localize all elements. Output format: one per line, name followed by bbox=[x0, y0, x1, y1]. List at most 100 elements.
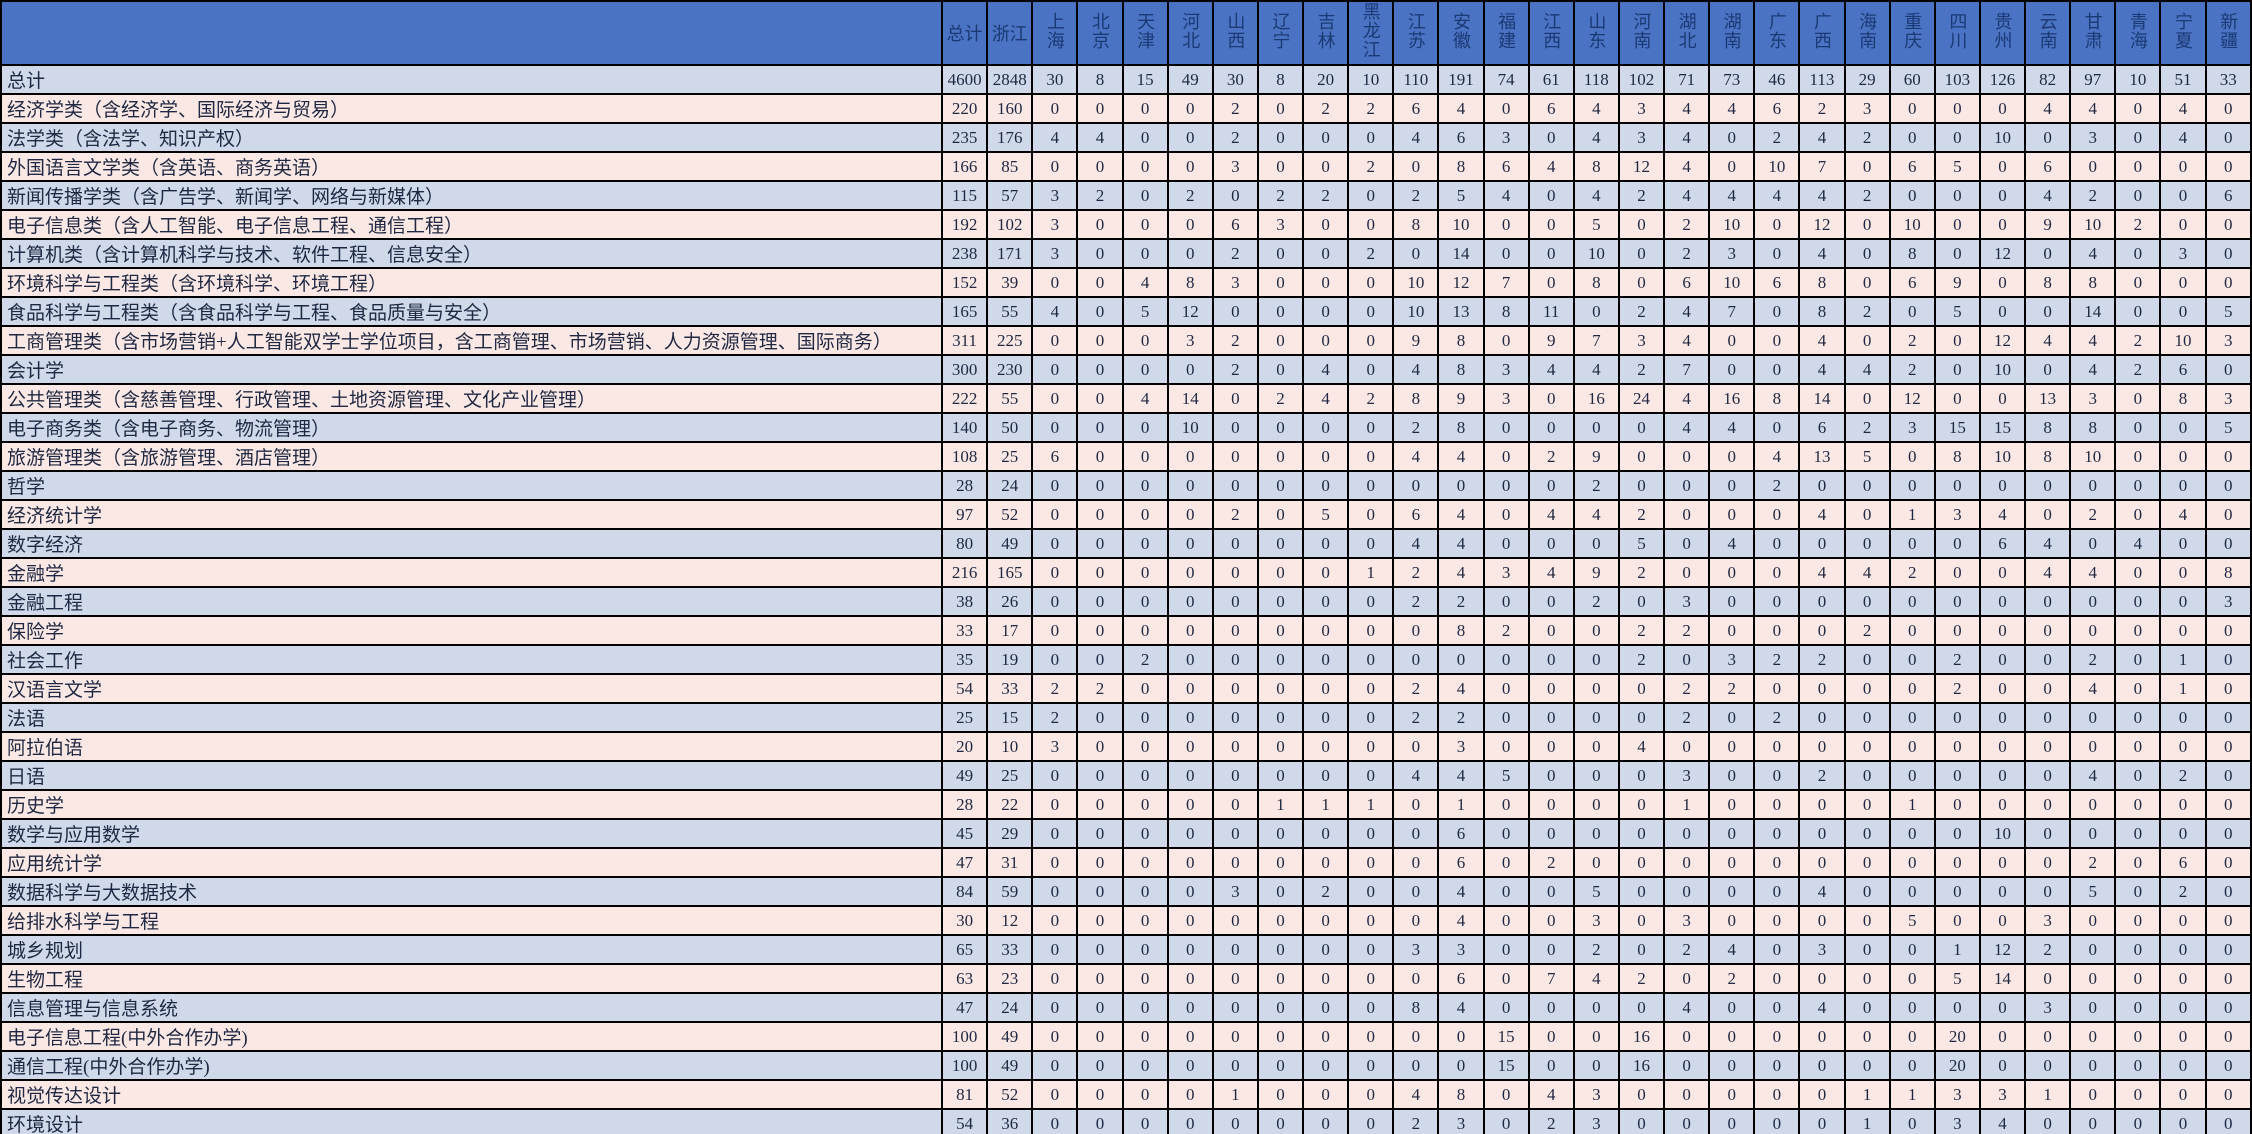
value-cell: 0 bbox=[1076, 586, 1124, 617]
value-cell: 0 bbox=[1121, 151, 1169, 182]
value-cell: 0 bbox=[1798, 615, 1846, 646]
value-cell: 0 bbox=[1347, 992, 1395, 1023]
value-cell: 3 bbox=[2204, 586, 2252, 617]
value-cell: 126 bbox=[1978, 64, 2027, 95]
value-cell: 52 bbox=[986, 499, 1034, 530]
value-cell: 0 bbox=[2159, 180, 2207, 211]
value-cell: 0 bbox=[1256, 615, 1305, 646]
value-cell: 0 bbox=[1392, 963, 1440, 994]
value-cell: 0 bbox=[1031, 934, 1079, 965]
value-cell: 3 bbox=[1482, 354, 1530, 385]
value-cell: 0 bbox=[1888, 731, 1936, 762]
value-cell: 9 bbox=[1572, 557, 1620, 588]
value-cell: 5 bbox=[1572, 209, 1620, 240]
value-cell: 0 bbox=[2023, 644, 2072, 675]
value-cell: 2 bbox=[1437, 586, 1485, 617]
value-cell: 0 bbox=[2114, 905, 2162, 936]
value-cell: 0 bbox=[1933, 702, 1981, 733]
value-cell: 3 bbox=[1843, 93, 1891, 124]
value-cell: 8 bbox=[1572, 151, 1620, 182]
value-cell: 0 bbox=[1662, 644, 1711, 675]
value-cell: 0 bbox=[1076, 818, 1124, 849]
value-cell: 0 bbox=[1121, 847, 1169, 878]
value-cell: 0 bbox=[1211, 586, 1259, 617]
value-cell: 0 bbox=[1437, 1050, 1485, 1081]
value-cell: 0 bbox=[2204, 731, 2252, 762]
value-cell: 2 bbox=[1753, 644, 1801, 675]
value-cell: 0 bbox=[1708, 876, 1756, 907]
value-cell: 0 bbox=[2159, 1021, 2207, 1052]
value-cell: 0 bbox=[1482, 673, 1530, 704]
value-cell: 0 bbox=[1347, 615, 1395, 646]
value-cell: 0 bbox=[1347, 876, 1395, 907]
value-cell: 0 bbox=[1076, 1079, 1124, 1110]
value-cell: 14 bbox=[1437, 238, 1485, 269]
value-cell: 3 bbox=[2023, 992, 2072, 1023]
value-cell: 0 bbox=[1211, 934, 1259, 965]
value-cell: 0 bbox=[2069, 818, 2117, 849]
value-cell: 0 bbox=[1933, 760, 1981, 791]
value-cell: 0 bbox=[1076, 731, 1124, 762]
value-cell: 192 bbox=[940, 209, 989, 240]
value-cell: 0 bbox=[1076, 847, 1124, 878]
value-cell: 0 bbox=[1617, 760, 1666, 791]
value-cell: 0 bbox=[2023, 296, 2072, 327]
value-cell: 2 bbox=[1662, 702, 1711, 733]
value-cell: 2 bbox=[1392, 557, 1440, 588]
value-cell: 0 bbox=[1301, 1108, 1350, 1134]
value-cell: 4 bbox=[1527, 499, 1575, 530]
value-cell: 8 bbox=[1076, 64, 1124, 95]
value-cell: 115 bbox=[940, 180, 989, 211]
value-cell: 2 bbox=[1301, 876, 1350, 907]
value-cell: 0 bbox=[2023, 470, 2072, 501]
value-cell: 1 bbox=[1933, 934, 1981, 965]
value-cell: 0 bbox=[1843, 586, 1891, 617]
value-cell: 6 bbox=[1753, 93, 1801, 124]
value-cell: 2 bbox=[1753, 470, 1801, 501]
value-cell: 0 bbox=[1662, 499, 1711, 530]
value-cell: 0 bbox=[1301, 1079, 1350, 1110]
value-cell: 0 bbox=[2159, 992, 2207, 1023]
column-header: 江西 bbox=[1527, 0, 1575, 66]
value-cell: 80 bbox=[940, 528, 989, 559]
value-cell: 0 bbox=[1527, 586, 1575, 617]
value-cell: 2 bbox=[1708, 963, 1756, 994]
value-cell: 10 bbox=[2069, 441, 2117, 472]
value-cell: 0 bbox=[1798, 1079, 1846, 1110]
row-label: 电子信息类（含人工智能、电子信息工程、通信工程） bbox=[0, 209, 943, 240]
value-cell: 6 bbox=[1437, 847, 1485, 878]
value-cell: 0 bbox=[1978, 992, 2027, 1023]
value-cell: 0 bbox=[2023, 1050, 2072, 1081]
value-cell: 225 bbox=[986, 325, 1034, 356]
value-cell: 24 bbox=[1617, 383, 1666, 414]
column-header-label: 山东 bbox=[1586, 11, 1607, 50]
value-cell: 108 bbox=[940, 441, 989, 472]
value-cell: 4 bbox=[1798, 325, 1846, 356]
value-cell: 0 bbox=[1482, 238, 1530, 269]
value-cell: 3 bbox=[1572, 1079, 1620, 1110]
value-cell: 10 bbox=[1392, 267, 1440, 298]
value-cell: 0 bbox=[1031, 876, 1079, 907]
value-cell: 0 bbox=[2204, 673, 2252, 704]
value-cell: 5 bbox=[2204, 296, 2252, 327]
value-cell: 0 bbox=[2023, 1021, 2072, 1052]
column-header: 四川 bbox=[1933, 0, 1981, 66]
value-cell: 2 bbox=[1888, 325, 1936, 356]
value-cell: 0 bbox=[1572, 702, 1620, 733]
value-cell: 0 bbox=[1708, 325, 1756, 356]
value-cell: 10 bbox=[1978, 122, 2027, 153]
row-label: 新闻传播学类（含广告学、新闻学、网络与新媒体） bbox=[0, 180, 943, 211]
column-header-label: 湖北 bbox=[1676, 11, 1697, 50]
value-cell: 3 bbox=[1617, 93, 1666, 124]
value-cell: 0 bbox=[1211, 963, 1259, 994]
value-cell: 0 bbox=[2114, 93, 2162, 124]
value-cell: 0 bbox=[2204, 1108, 2252, 1134]
value-cell: 0 bbox=[1166, 557, 1214, 588]
value-cell: 0 bbox=[1978, 615, 2027, 646]
value-cell: 0 bbox=[1482, 789, 1530, 820]
value-cell: 7 bbox=[1527, 963, 1575, 994]
value-cell: 2 bbox=[1617, 963, 1666, 994]
value-cell: 0 bbox=[1843, 267, 1891, 298]
value-cell: 0 bbox=[1933, 238, 1981, 269]
value-cell: 0 bbox=[1256, 586, 1305, 617]
